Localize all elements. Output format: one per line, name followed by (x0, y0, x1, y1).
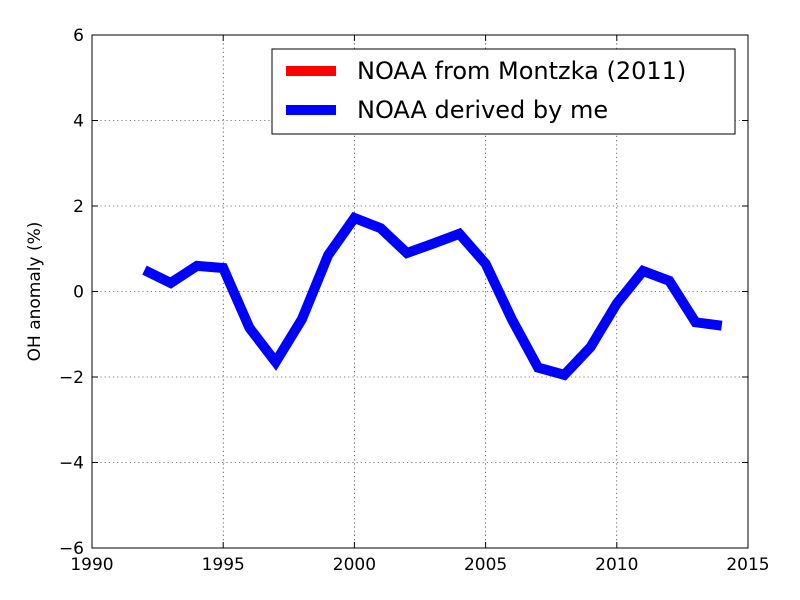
y-tick-label: −4 (59, 454, 84, 474)
x-tick-label: 2005 (464, 555, 507, 575)
x-tick-label: 2015 (726, 555, 769, 575)
ticks: 1990 1995 2000 2005 2010 2015 −6 −4 −2 0 2 4 6 (59, 26, 770, 575)
y-axis-label: OH anomaly (%) (25, 222, 45, 362)
legend-frame (271, 48, 736, 135)
y-tick-label: 4 (73, 112, 84, 132)
x-tick-label: 2000 (333, 555, 376, 575)
y-tick-label: 6 (73, 26, 84, 46)
x-tick-label: 2010 (595, 555, 638, 575)
series-line-1 (142, 211, 723, 381)
x-tick-label: 1990 (70, 555, 113, 575)
x-tick-label: 1995 (202, 555, 245, 575)
y-tick-label: −2 (59, 368, 84, 388)
y-tick-label: 0 (73, 283, 84, 303)
y-tick-label: 2 (73, 197, 84, 217)
legend-label-1: NOAA derived by me (357, 96, 608, 124)
legend-label-0: NOAA from Montzka (2011) (357, 57, 686, 85)
legend: NOAA from Montzka (2011) NOAA derived by … (271, 48, 736, 135)
y-tick-label: −6 (59, 539, 84, 559)
series-layer (142, 211, 723, 381)
